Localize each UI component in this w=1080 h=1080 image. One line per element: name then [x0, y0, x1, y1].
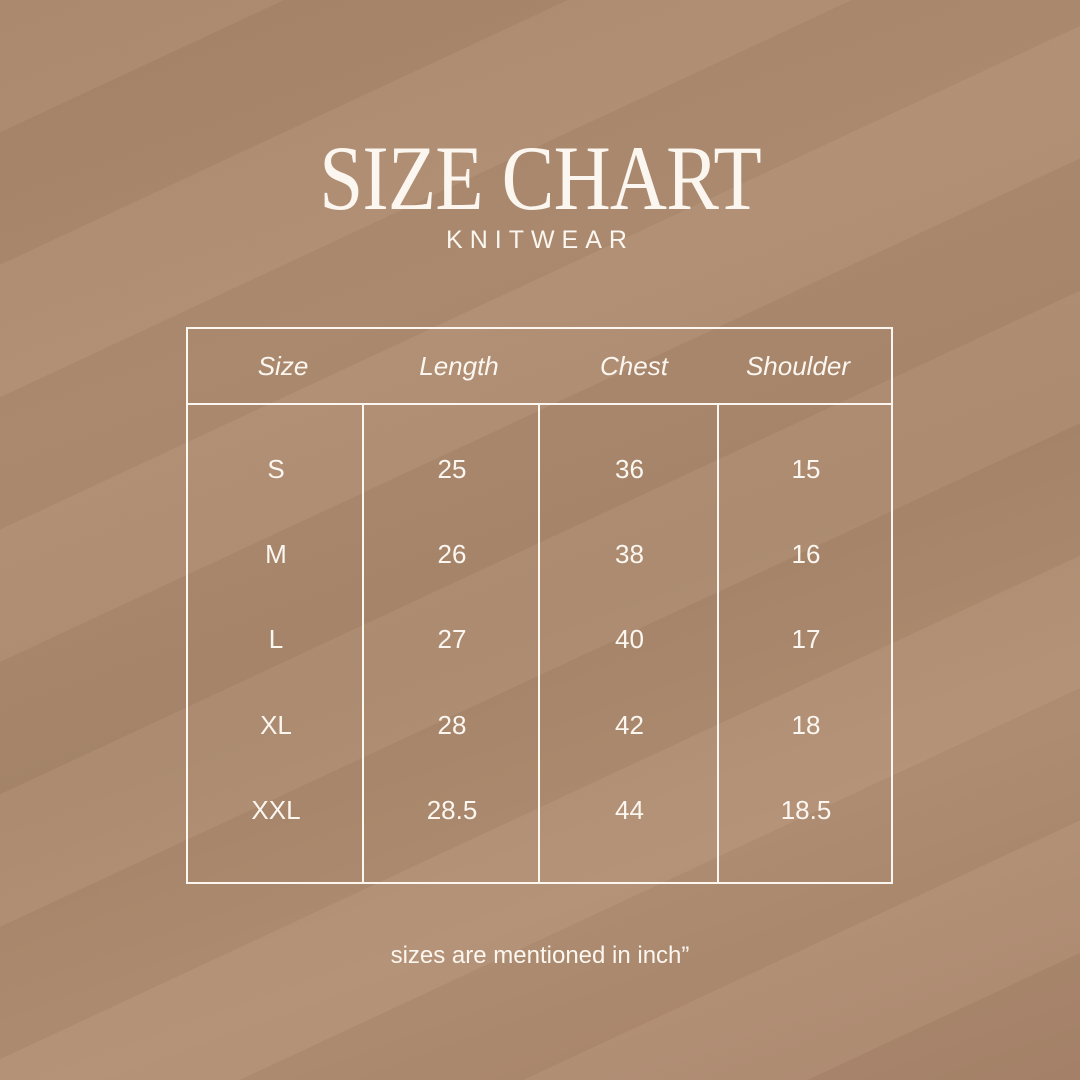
table-cell: 25	[437, 454, 467, 484]
column-header: Size	[257, 351, 309, 381]
column-divider	[717, 405, 719, 882]
size-table: Size Length Chest Shoulder S 25 36 15 M 26 38 16 L 2…	[186, 327, 893, 884]
table-cell: 26	[437, 539, 467, 569]
table-cell: 38	[615, 539, 644, 569]
page-subtitle: KNITWEAR	[446, 226, 634, 254]
table-cell: 16	[791, 539, 821, 569]
table-cell: XXL	[251, 795, 301, 825]
page-title: SIZE CHART	[319, 127, 761, 229]
units-note: sizes are mentioned in inch”	[390, 942, 690, 969]
table-cell: 28	[437, 710, 467, 740]
table-cell: 18.5	[780, 795, 832, 825]
table-cell: 40	[615, 624, 644, 654]
column-header: Chest	[600, 351, 668, 381]
table-cell: S	[267, 454, 285, 484]
table-cell: XL	[260, 710, 292, 740]
table-cell: M	[265, 539, 287, 569]
column-header: Length	[419, 351, 499, 381]
table-cell: 27	[437, 624, 467, 654]
table-cell: 15	[791, 454, 821, 484]
column-divider	[362, 405, 364, 882]
column-divider	[538, 405, 540, 882]
table-header: Size Length Chest Shoulder	[188, 329, 891, 405]
table-cell: 17	[791, 624, 821, 654]
column-header: Shoulder	[745, 351, 851, 381]
table-cell: L	[268, 624, 284, 654]
table-cell: 42	[615, 710, 644, 740]
table-cell: 36	[615, 454, 644, 484]
table-cell: 18	[791, 710, 821, 740]
table-cell: 44	[615, 795, 644, 825]
table-cell: 28.5	[426, 795, 478, 825]
